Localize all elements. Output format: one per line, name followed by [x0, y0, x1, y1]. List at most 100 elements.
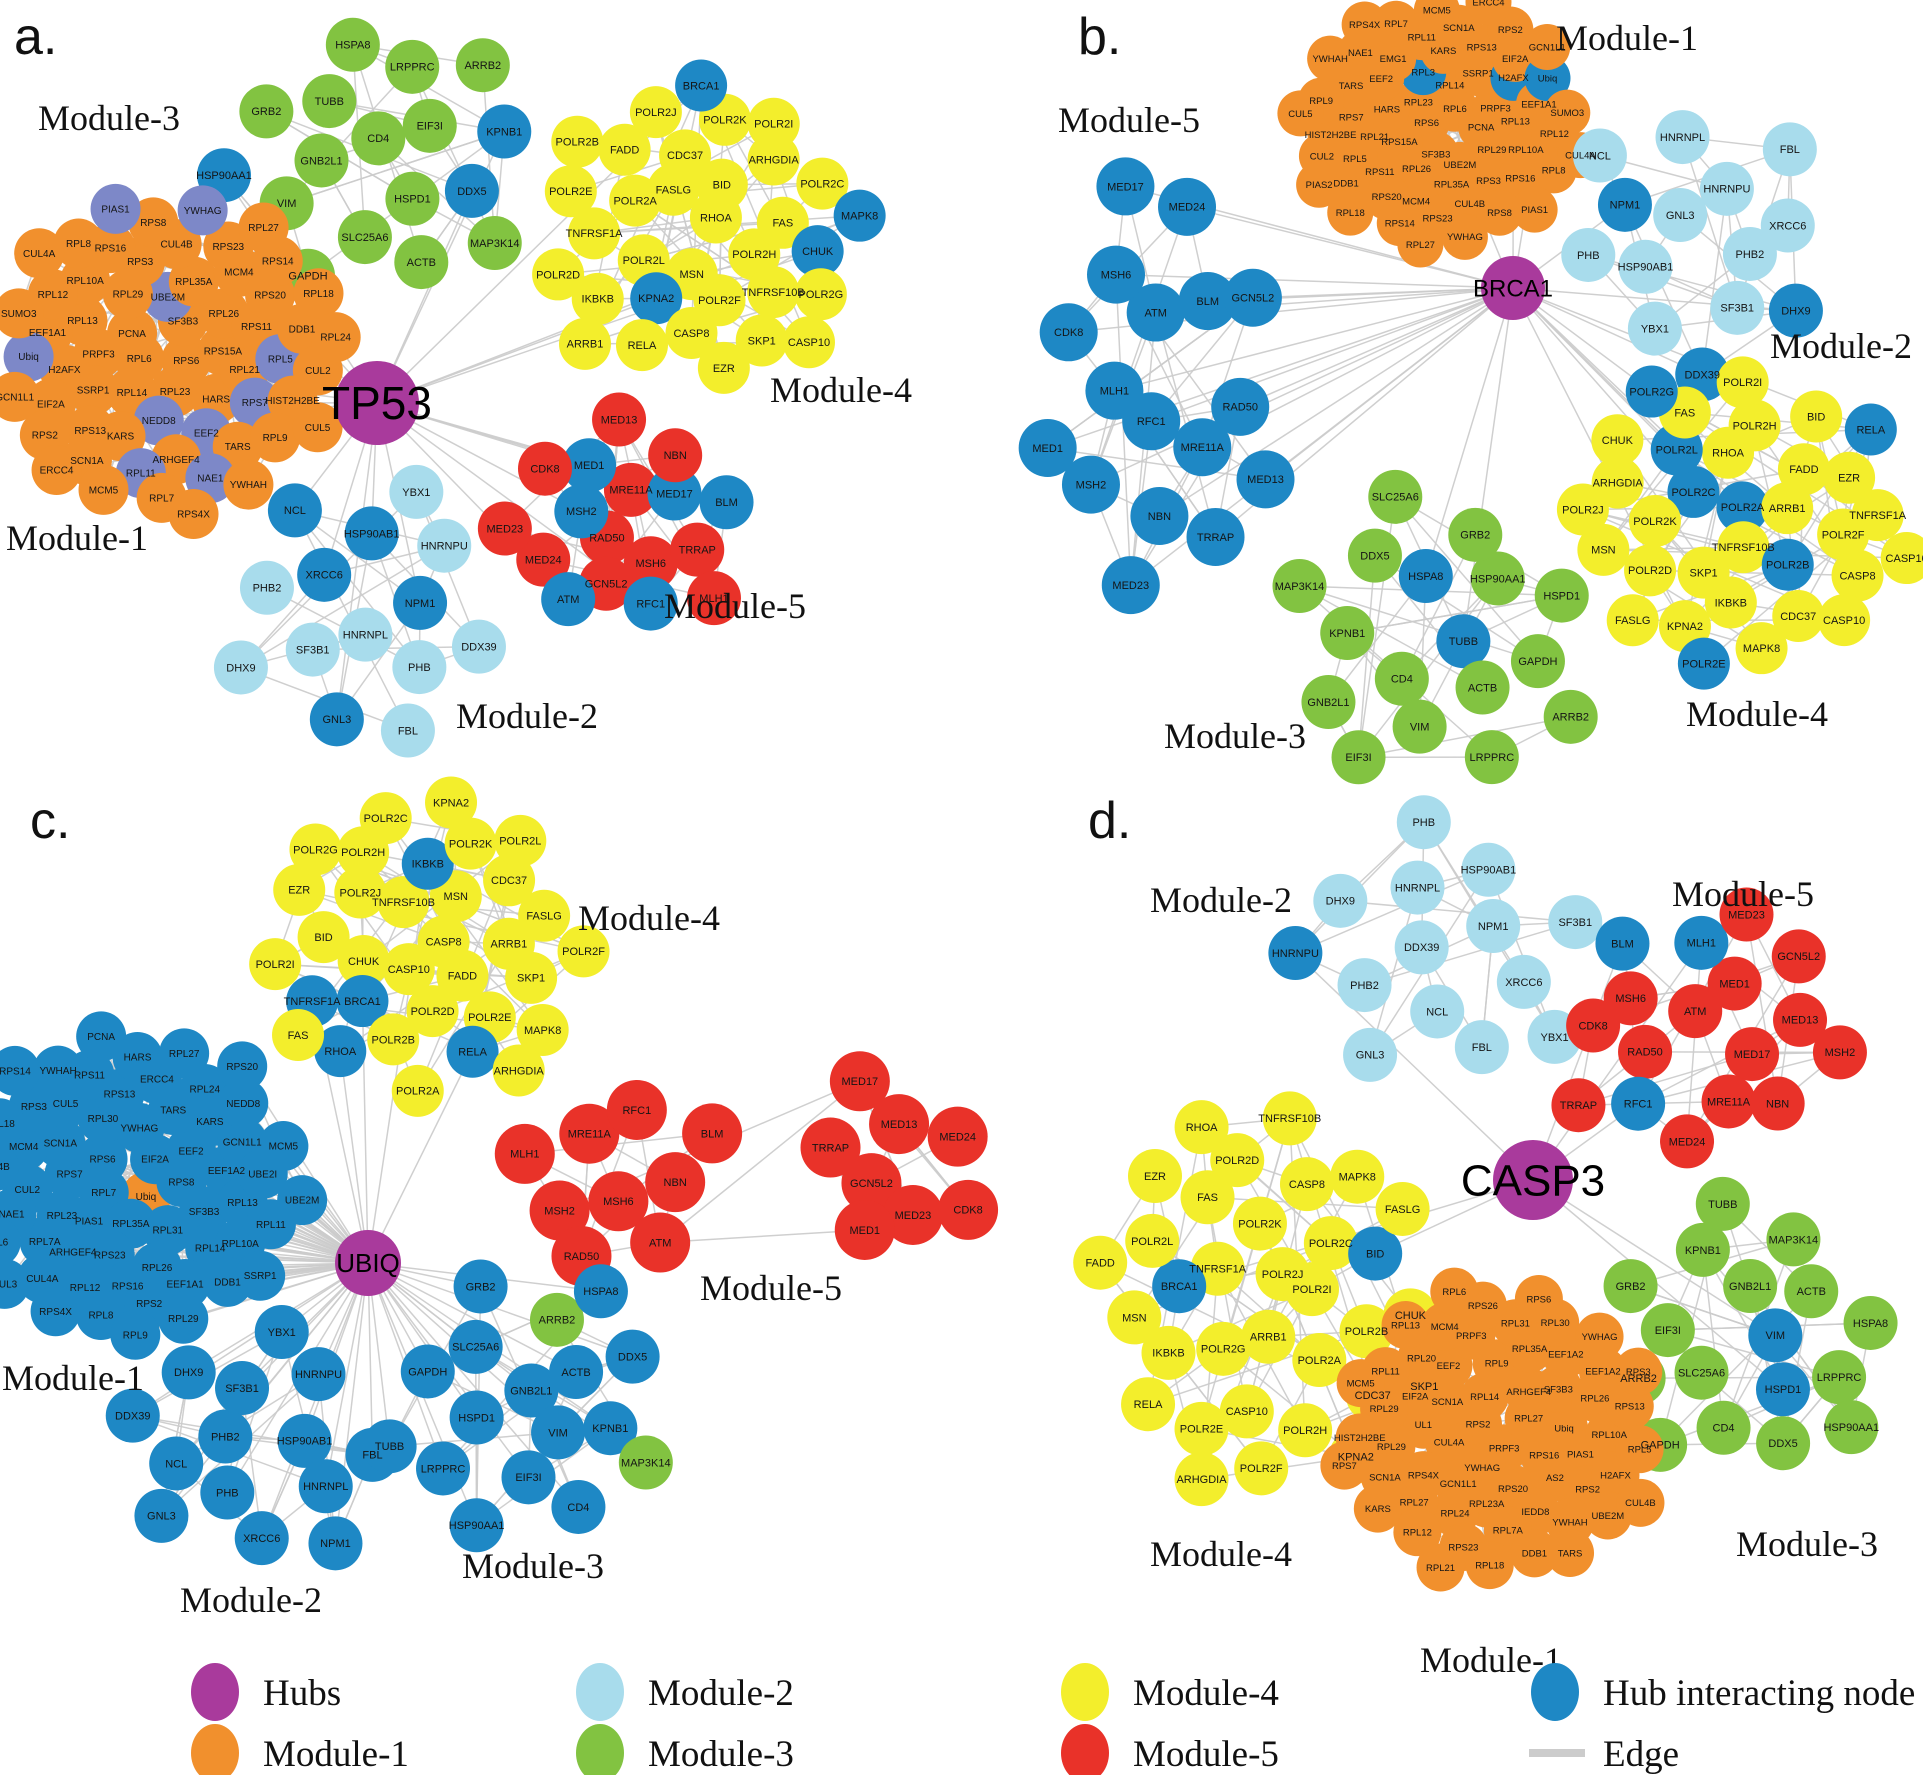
node-EZR: [1127, 1149, 1182, 1204]
node-FBL: [1454, 1020, 1509, 1075]
node-PHB: [392, 640, 447, 695]
edge: [660, 1229, 865, 1244]
edge: [1239, 287, 1514, 408]
node-POLR2J: [334, 866, 387, 919]
node-PHB2: [1337, 958, 1392, 1013]
node-SLC25A6: [1674, 1345, 1729, 1400]
legend-label: Module-3: [648, 1734, 794, 1775]
node-MED23: [1101, 556, 1160, 615]
node-POLR2I: [249, 938, 302, 991]
module-label-module-4: Module-4: [1150, 1534, 1292, 1574]
node-POLR2J: [629, 86, 682, 139]
legend-swatch-hubint: [1531, 1663, 1579, 1721]
edge: [1358, 716, 1571, 759]
node-HNRNPL: [1655, 110, 1710, 165]
module-label-module-3: Module-3: [1164, 716, 1306, 756]
node-MSH6: [1087, 245, 1146, 304]
node-MAP3K14: [1272, 559, 1327, 614]
node-CDK8: [1566, 998, 1621, 1053]
node-NEDD8: [218, 1078, 269, 1129]
module-label-module-5: Module-5: [664, 586, 806, 626]
node-RPL9: [250, 412, 301, 463]
edge: [1487, 869, 1556, 1038]
node-ERCC4: [31, 444, 82, 495]
node-POLR2H: [1278, 1403, 1333, 1458]
node-EZR: [697, 341, 750, 394]
node-CDC37: [483, 854, 536, 907]
cluster-module-5: [477, 392, 754, 631]
node-DDX39: [105, 1388, 160, 1443]
node-RPS7: [1320, 1441, 1369, 1490]
node-CD4: [551, 1479, 606, 1534]
node-EEF1A2: [1578, 1347, 1627, 1396]
node-FAS: [272, 1008, 325, 1061]
node-ACTB: [1455, 660, 1510, 715]
node-CUL4B: [1616, 1478, 1665, 1527]
node-MED13: [1236, 450, 1295, 509]
node-POLR2A: [1292, 1333, 1347, 1388]
node-DDX5: [1347, 528, 1402, 583]
cluster-module-4: [1073, 1091, 1452, 1507]
node-HNRNPU: [291, 1347, 346, 1402]
node-ARHGDIA: [492, 1044, 545, 1097]
node-HSP90AA1: [1470, 551, 1525, 606]
node-GNB2L1: [1301, 675, 1356, 730]
node-BID: [1790, 390, 1843, 443]
edge: [1294, 952, 1534, 1181]
node-ACTB: [1784, 1264, 1839, 1319]
node-HNRNPL: [298, 1459, 353, 1514]
edge: [1115, 274, 1132, 586]
module-label-module-5: Module-5: [1058, 100, 1200, 140]
edge: [1394, 496, 1539, 662]
node-LRPPRC: [385, 39, 440, 94]
node-MED17: [647, 466, 702, 521]
node-YWHAG: [1441, 213, 1488, 260]
edge: [226, 1331, 283, 1493]
cluster-module-2: [105, 1305, 400, 1571]
node-ATM: [1668, 984, 1723, 1039]
node-POLR2C: [1303, 1216, 1358, 1271]
node-MCM5: [1336, 1359, 1385, 1408]
node-RELA: [446, 1025, 499, 1078]
node-CD4: [1374, 651, 1429, 706]
node-BID: [695, 158, 748, 211]
node-TUBB: [1695, 1176, 1750, 1231]
node-GCN1L1: [0, 371, 40, 422]
node-DDX39: [1394, 920, 1449, 975]
edge: [1624, 204, 1703, 375]
node-MAP3K14: [1766, 1212, 1821, 1267]
node-MSN: [1577, 523, 1630, 576]
legend-label: Module-4: [1133, 1673, 1279, 1714]
node-KARS: [1353, 1484, 1402, 1533]
node-SUMO3: [0, 288, 44, 339]
node-PHB2: [198, 1409, 253, 1464]
node-KPNA2: [425, 776, 478, 829]
node-TNFRSF1A: [1851, 489, 1904, 542]
node-POLR2B: [551, 115, 604, 168]
node-FBL: [1762, 122, 1817, 177]
cluster-module-4: [532, 59, 886, 394]
node-TNFRSF1A: [568, 207, 621, 260]
node-NBN: [648, 428, 703, 483]
edge: [1159, 287, 1514, 517]
node-SCN1A: [35, 1118, 86, 1169]
cluster-module-1: [0, 183, 361, 540]
panel-b: b.: [1078, 8, 1121, 66]
panel-c: c.: [30, 792, 70, 850]
node-MRE11A: [559, 1103, 620, 1164]
edge: [286, 130, 505, 205]
node-MED23: [477, 501, 532, 556]
node-POLR2J: [1556, 483, 1609, 536]
node-PIAS1: [90, 183, 141, 234]
node-HNRNPU: [1268, 926, 1323, 981]
node-HSPD1: [1534, 568, 1589, 623]
node-TNFRSF10B: [1262, 1091, 1317, 1146]
legend-label: Hubs: [263, 1673, 341, 1714]
node-MSH2: [554, 484, 609, 539]
node-HSP90AB1: [1618, 239, 1673, 294]
node-MED13: [1773, 992, 1828, 1047]
node-FASLG: [1375, 1181, 1430, 1236]
edge: [1532, 1179, 1776, 1336]
module-label-module-4: Module-4: [1686, 694, 1828, 734]
